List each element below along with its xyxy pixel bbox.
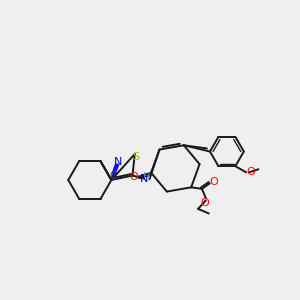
Text: N: N [140,174,148,184]
Text: O: O [246,167,255,177]
Text: C: C [109,171,117,181]
Text: O: O [210,177,219,187]
Text: N: N [114,157,122,167]
Text: S: S [132,152,139,162]
Text: O: O [129,172,138,182]
Text: O: O [201,198,209,208]
Text: H: H [143,172,151,182]
